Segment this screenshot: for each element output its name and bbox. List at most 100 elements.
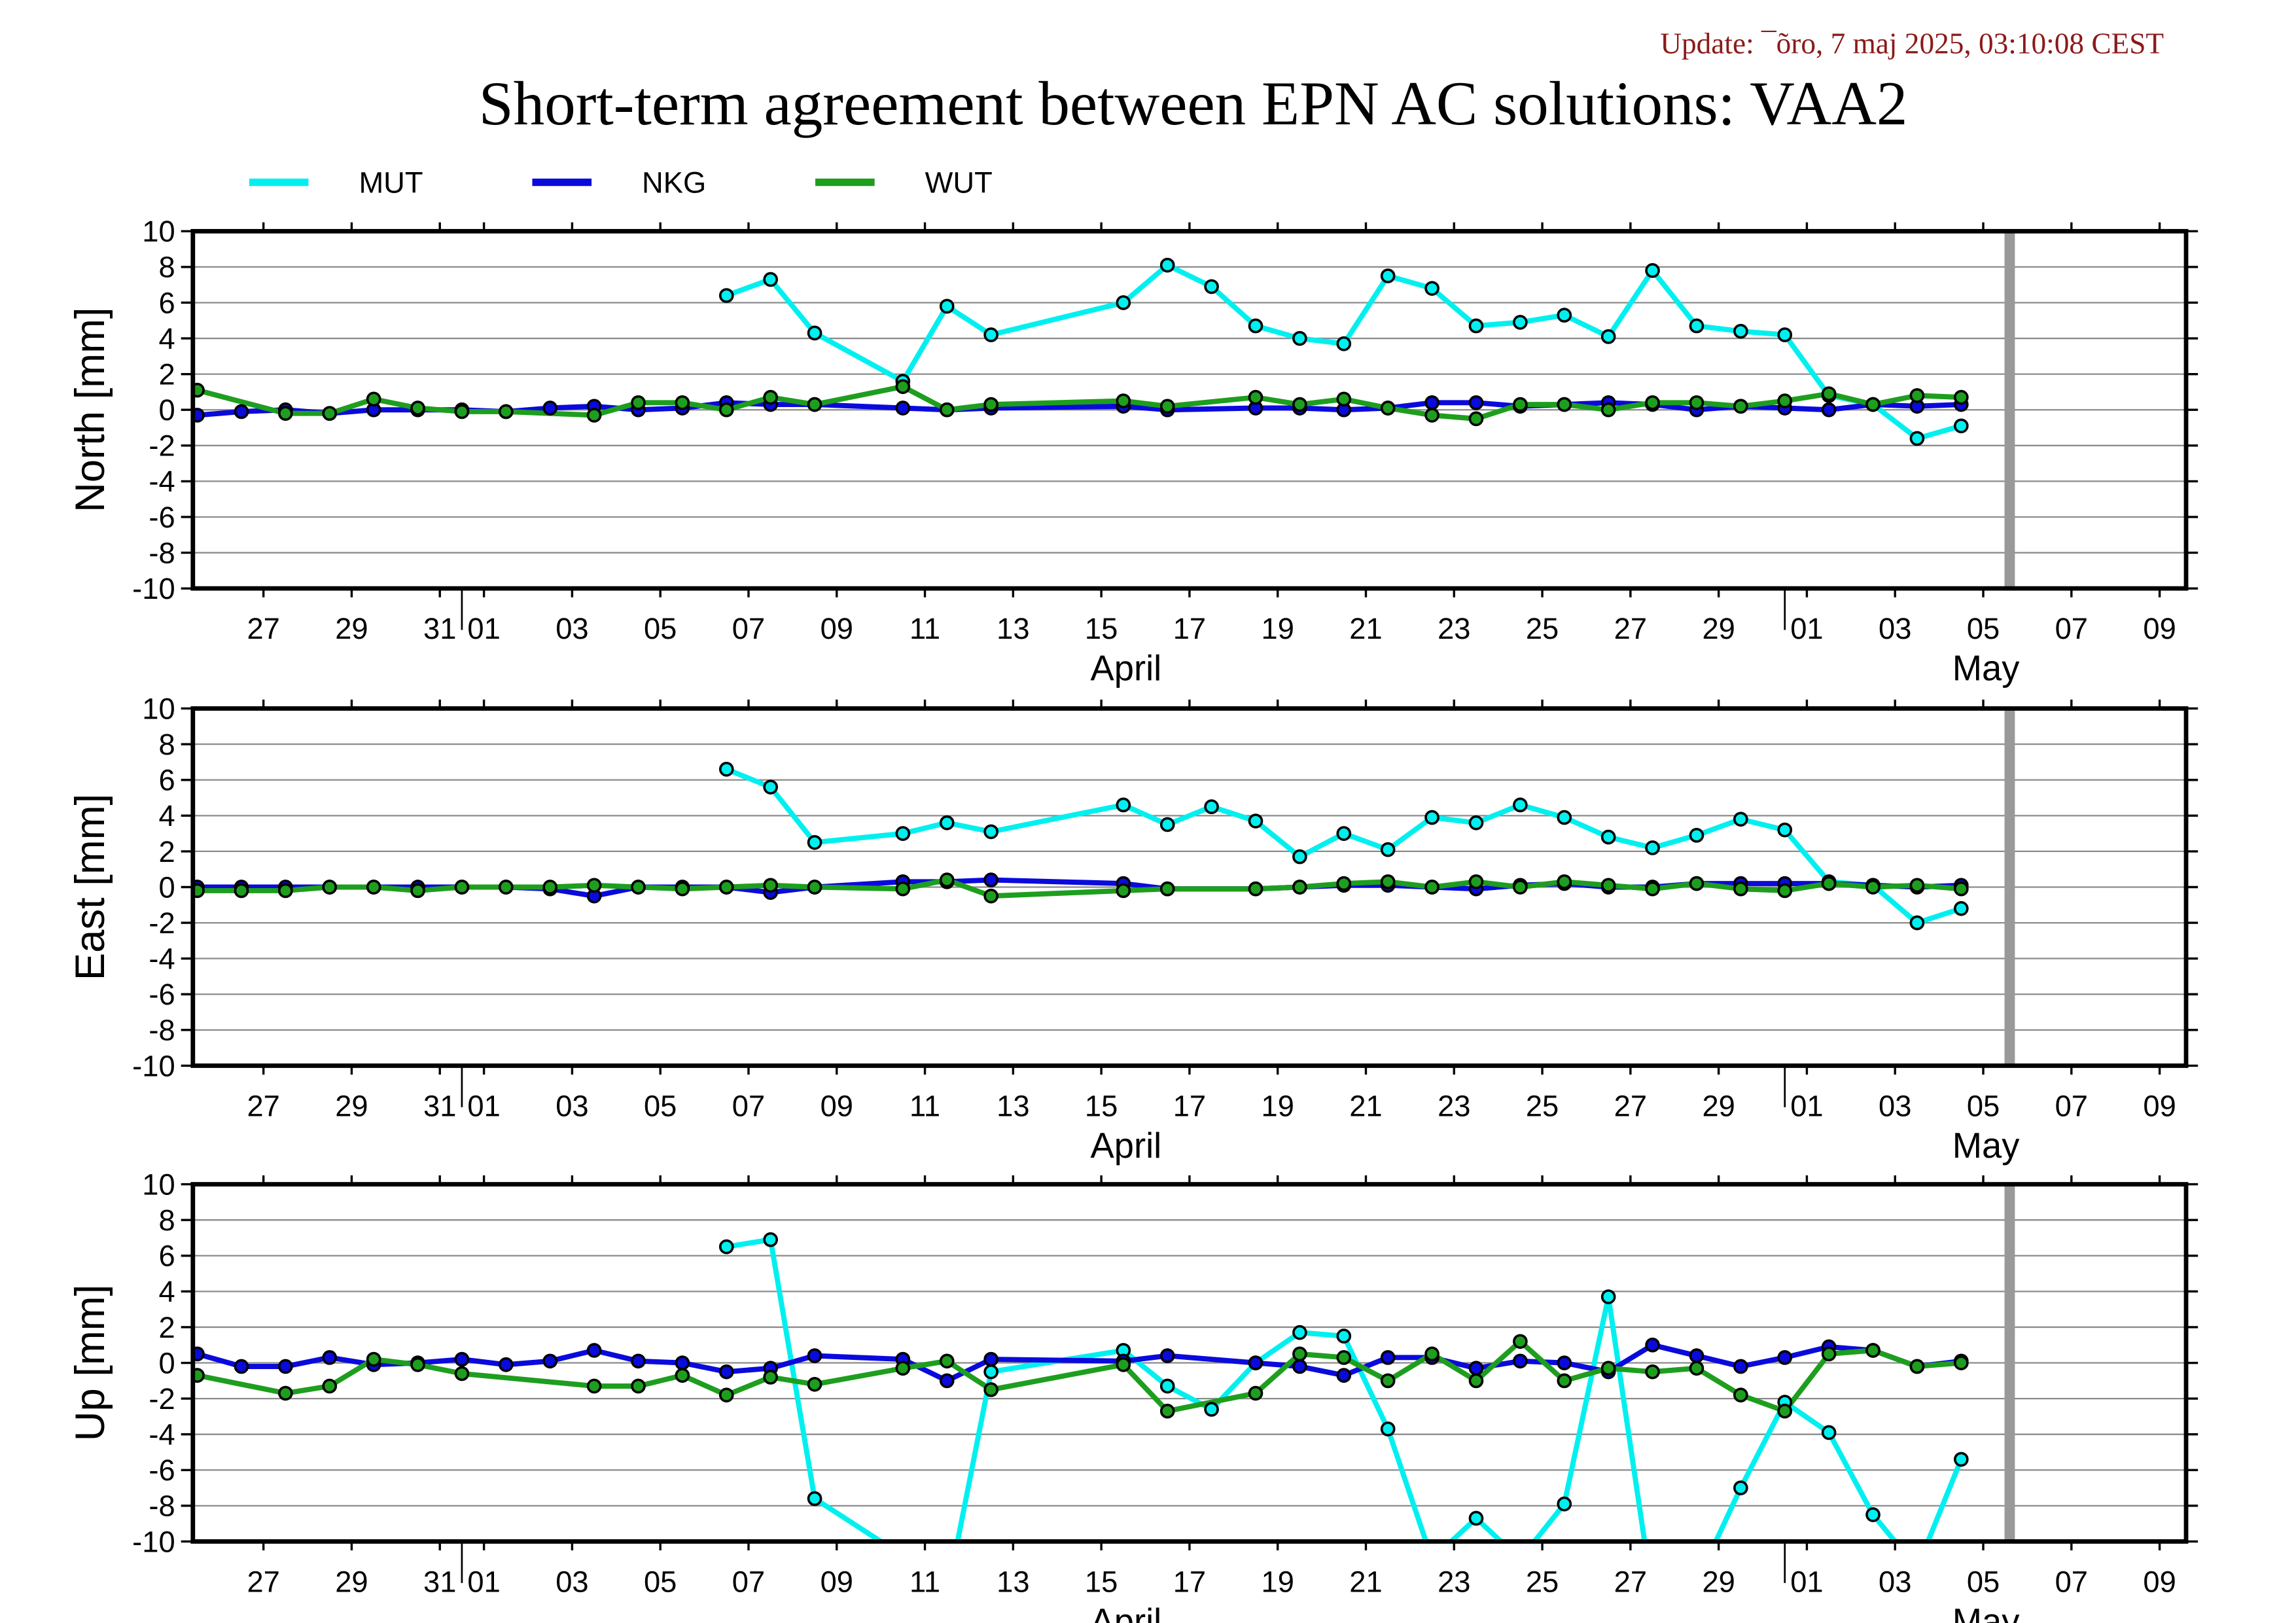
data-point (1380, 874, 1396, 889)
data-point (1557, 810, 1572, 825)
x-tick-label: 27 (247, 1565, 279, 1598)
data-point (1248, 881, 1263, 897)
data-point (1159, 1403, 1175, 1419)
data-point (542, 1353, 558, 1369)
data-point (763, 389, 778, 405)
data-point (1380, 401, 1396, 416)
x-tick-label: 09 (2143, 612, 2176, 645)
data-point (1733, 1359, 1748, 1374)
data-point (1424, 281, 1439, 296)
data-point (1204, 799, 1219, 815)
data-point (1336, 1329, 1352, 1344)
x-tick-label: 03 (1879, 1089, 1911, 1122)
month-label: May (1952, 649, 2020, 688)
y-tick-label: 0 (158, 1346, 175, 1380)
series-line (725, 766, 1962, 926)
x-tick-label: 23 (1438, 612, 1470, 645)
data-point (1733, 812, 1748, 827)
data-point (1292, 1359, 1307, 1374)
data-point (1645, 881, 1660, 897)
data-point (1689, 395, 1704, 410)
data-point (895, 401, 911, 416)
x-tick-label: 11 (910, 1565, 940, 1598)
data-point (1513, 880, 1528, 895)
data-point (1248, 1385, 1263, 1401)
y-tick-label: 8 (158, 1204, 175, 1237)
data-point (763, 1232, 778, 1247)
y-tick-label: -2 (149, 906, 175, 940)
x-tick-label: 17 (1173, 612, 1206, 645)
x-tick-label: 01 (467, 612, 500, 645)
data-point (1600, 1361, 1616, 1376)
data-point (1953, 1452, 1969, 1467)
data-point (1159, 257, 1175, 273)
data-point (718, 1387, 734, 1402)
y-tick-label: -4 (149, 1418, 175, 1452)
x-tick-label: 09 (2143, 1089, 2176, 1122)
data-point (939, 815, 955, 830)
month-label: May (1952, 1601, 2020, 1623)
x-tick-label: 29 (1702, 612, 1735, 645)
x-tick-label: 01 (467, 1565, 500, 1598)
data-point (1777, 1350, 1793, 1365)
data-point (983, 397, 998, 412)
y-tick-label: -2 (149, 1382, 175, 1416)
data-point (454, 404, 470, 419)
data-point (983, 1364, 998, 1380)
data-point (1733, 1480, 1748, 1495)
x-tick-label: 29 (1702, 1565, 1735, 1598)
x-tick-label: 29 (335, 1565, 368, 1598)
month-label: April (1091, 1126, 1162, 1166)
x-tick-label: 09 (821, 1565, 853, 1598)
x-tick-label: 25 (1526, 612, 1559, 645)
x-tick-label: 03 (1879, 1565, 1911, 1598)
plot-frame (190, 706, 2189, 1068)
x-tick-label: 29 (335, 1089, 368, 1122)
y-tick-label: -6 (149, 978, 175, 1011)
data-point (718, 880, 734, 895)
x-tick-label: 01 (467, 1089, 500, 1122)
y-tick-label: -8 (149, 536, 175, 569)
update-stamp: Update: ¯õro, 7 maj 2025, 03:10:08 CEST (1660, 27, 2164, 60)
data-point (366, 880, 381, 895)
data-point (1292, 1325, 1307, 1340)
data-point (1645, 840, 1660, 855)
data-point (1865, 880, 1881, 895)
x-tick-label: 19 (1262, 612, 1294, 645)
data-point (1248, 318, 1263, 334)
data-point (1159, 817, 1175, 832)
x-tick-label: 07 (2055, 1089, 2088, 1122)
x-tick-label: 05 (644, 612, 677, 645)
x-tick-label: 03 (556, 1565, 588, 1598)
x-tick-label: 09 (821, 1089, 853, 1122)
data-point (807, 880, 822, 895)
y-tick-label: -2 (149, 429, 175, 463)
data-point (498, 880, 514, 895)
data-point (675, 1355, 690, 1370)
data-point (1777, 1403, 1793, 1419)
x-tick-label: 29 (1702, 1089, 1735, 1122)
x-tick-label: 15 (1085, 1089, 1118, 1122)
data-point (1953, 901, 1969, 916)
data-point (1248, 1355, 1263, 1370)
x-tick-label: 19 (1262, 1089, 1294, 1122)
data-point (939, 402, 955, 418)
x-tick-label: 13 (997, 1565, 1029, 1598)
data-point (1380, 268, 1396, 283)
x-tick-label: 25 (1526, 1089, 1559, 1122)
data-point (718, 762, 734, 777)
data-point (1689, 1361, 1704, 1376)
y-tick-label: 6 (158, 764, 175, 797)
y-tick-label: 2 (158, 357, 175, 391)
series-line (726, 1237, 1964, 1542)
data-point (586, 878, 602, 893)
data-point (1821, 876, 1837, 891)
data-point (1513, 397, 1528, 412)
x-tick-label: 05 (1967, 612, 2000, 645)
y-tick-label: -8 (149, 1014, 175, 1047)
data-point (1336, 391, 1352, 407)
data-point (631, 1353, 646, 1369)
data-point (1159, 1348, 1175, 1363)
data-point (454, 880, 470, 895)
